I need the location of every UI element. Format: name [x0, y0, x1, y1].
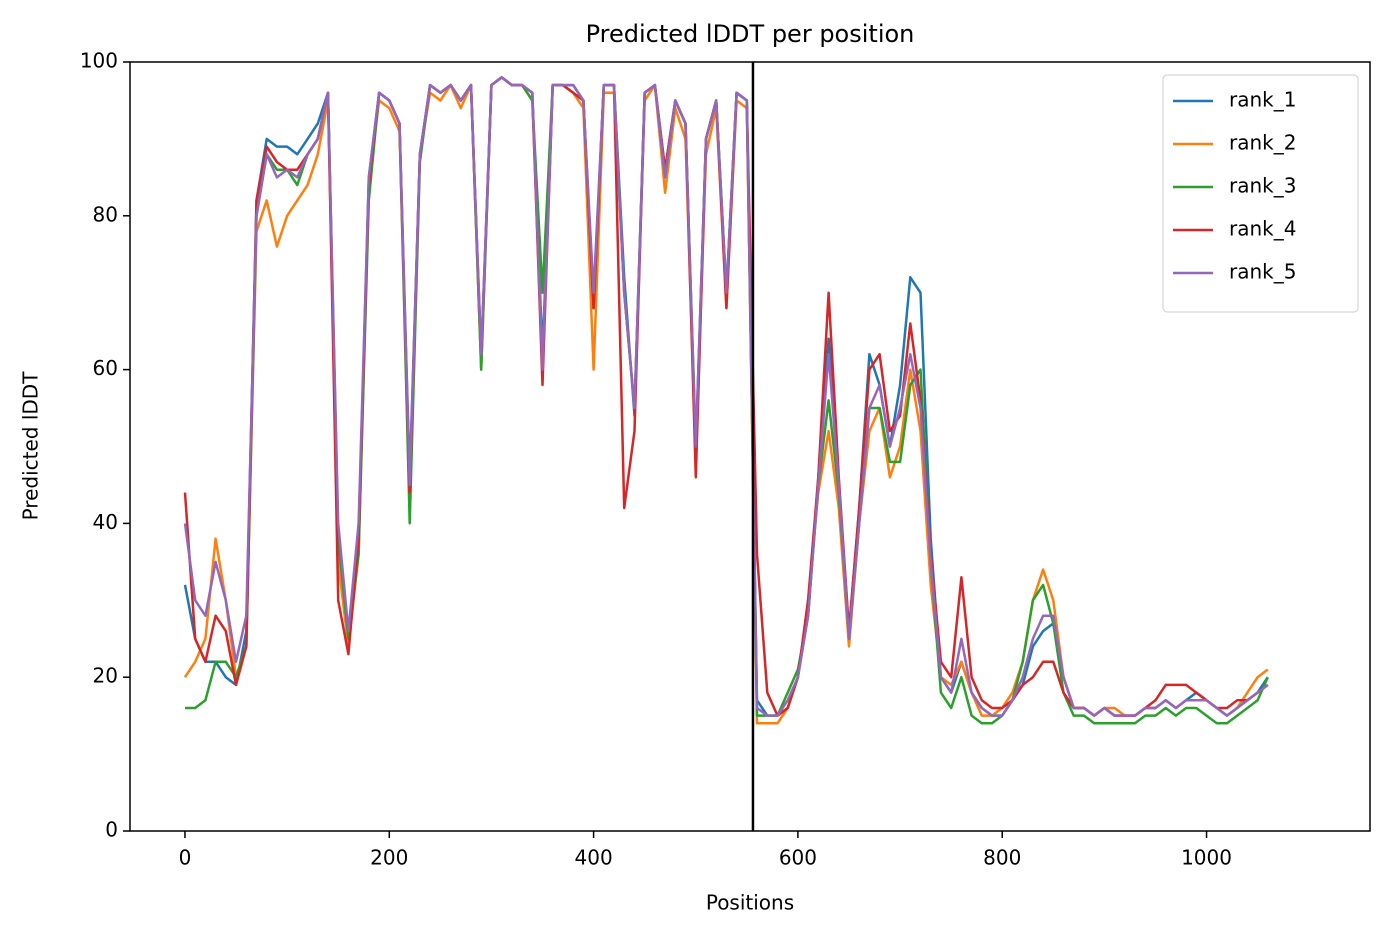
plot-frame — [129, 61, 1371, 832]
legend-label: rank_1 — [1229, 88, 1296, 112]
x-tick-label: 0 — [179, 846, 192, 870]
y-tick-label: 100 — [80, 49, 118, 73]
y-tick-label: 0 — [105, 818, 118, 842]
legend-box — [1162, 74, 1359, 313]
y-tick-label: 40 — [93, 510, 118, 534]
x-tick-label: 200 — [370, 846, 408, 870]
y-tick-label: 80 — [93, 202, 118, 226]
x-axis-label: Positions — [706, 891, 794, 915]
x-tick-label: 800 — [983, 846, 1021, 870]
legend: rank_1 rank_2 rank_3 rank_4 rank_5 — [1162, 74, 1359, 313]
y-tick-label: 20 — [93, 664, 118, 688]
y-tick-label: 60 — [93, 356, 118, 380]
y-axis-label: Predicted lDDT — [19, 371, 43, 521]
legend-label: rank_2 — [1229, 131, 1296, 155]
chart-title: Predicted lDDT per position — [586, 20, 915, 48]
x-tick-label: 600 — [779, 846, 817, 870]
legend-label: rank_4 — [1229, 217, 1296, 241]
x-tick-label: 400 — [575, 846, 613, 870]
x-tick-label: 1000 — [1181, 846, 1232, 870]
series-line — [183, 76, 1269, 717]
legend-label: rank_3 — [1229, 174, 1296, 198]
legend-label: rank_5 — [1229, 260, 1296, 284]
